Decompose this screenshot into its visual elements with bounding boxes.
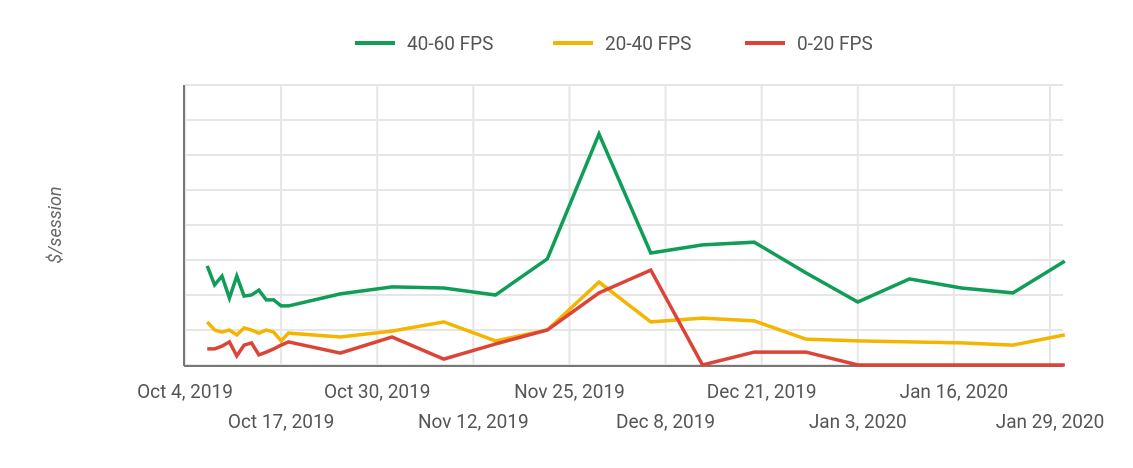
x-tick-label: Oct 4, 2019 [137,380,233,403]
series-line-1 [205,279,1066,347]
legend-label: 20-40 FPS [605,32,691,55]
x-tick-label: Dec 8, 2019 [616,410,715,433]
x-tick-label: Jan 3, 2020 [809,410,907,433]
x-tick-label: Oct 30, 2019 [324,380,430,403]
legend-label: 40-60 FPS [407,32,493,55]
legend: 40-60 FPS 20-40 FPS 0-20 FPS [355,32,873,55]
x-tick-label: Jan 16, 2020 [900,380,1009,403]
x-tick-label: Oct 17, 2019 [228,410,334,433]
gridlines [183,84,1063,367]
x-tick-label: Nov 25, 2019 [514,380,625,403]
legend-label: 0-20 FPS [797,32,873,55]
y-axis-label: $/session [45,186,66,263]
x-tick-label: Dec 21, 2019 [707,380,817,403]
x-tick-label: Jan 29, 2020 [996,410,1105,433]
x-axis-ticks: Oct 4, 2019 Oct 17, 2019 Oct 30, 2019 Nov 1… [137,380,1104,433]
series-lines [205,129,1066,368]
series-line-2 [207,267,1065,368]
x-tick-label: Nov 12, 2019 [418,410,529,433]
series-line-0 [205,129,1066,308]
